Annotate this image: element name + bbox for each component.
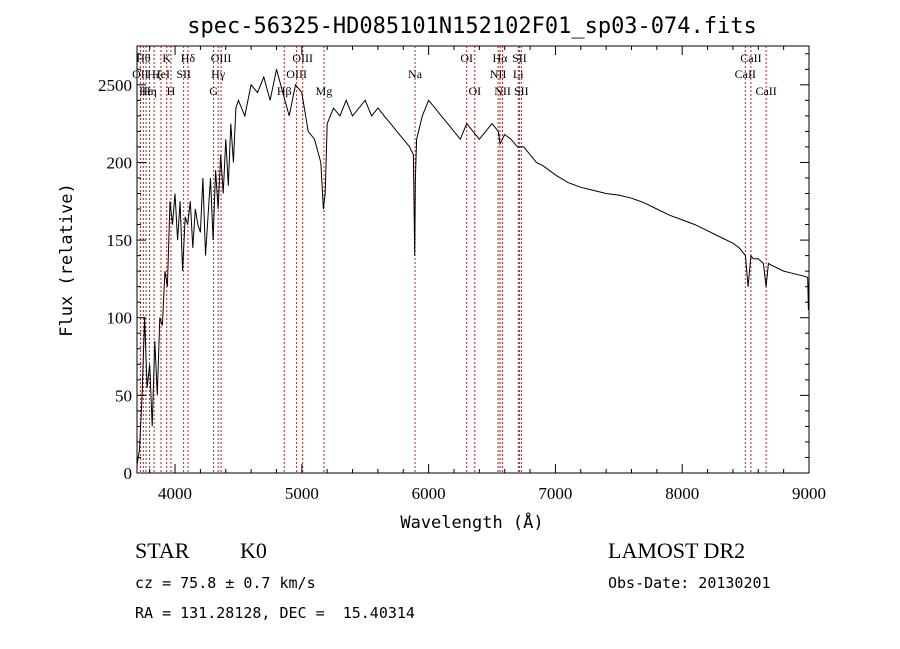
line-marker-label: OI — [468, 84, 481, 98]
line-marker-label: H — [167, 84, 176, 98]
obs-date: Obs-Date: 20130201 — [608, 574, 771, 592]
y-tick-label: 0 — [124, 464, 133, 483]
x-tick-label: 9000 — [792, 484, 826, 503]
x-tick-label: 5000 — [285, 484, 319, 503]
line-marker-label: NII — [490, 67, 507, 81]
line-marker-label: Hζ — [147, 67, 161, 81]
x-tick-label: 4000 — [158, 484, 192, 503]
object-subclass: K0 — [240, 538, 267, 563]
line-marker-label: Hα — [493, 51, 509, 65]
line-marker-label: SII — [514, 84, 529, 98]
y-tick-label: 50 — [115, 386, 132, 405]
line-marker-label: Hγ — [211, 67, 226, 81]
line-marker-label: Na — [408, 67, 423, 81]
line-marker-label: SII — [176, 67, 191, 81]
line-marker-label: OII — [132, 67, 149, 81]
line-marker-label: K — [162, 51, 171, 65]
x-tick-label: 6000 — [412, 484, 446, 503]
spectral-line-labels: HθOIIHεHηHζHeIKHSIIHδGHγOIIIHβOIIIOIIIMg… — [132, 51, 777, 98]
line-marker-label: Mg — [316, 84, 333, 98]
object-class: STAR — [135, 538, 190, 563]
line-marker-label: Hε — [139, 84, 153, 98]
coordinates: RA = 131.28128, DEC = 15.40314 — [135, 604, 415, 622]
y-tick-label: 200 — [107, 153, 133, 172]
line-marker-label: OI — [460, 51, 473, 65]
line-marker-label: Hβ — [277, 84, 292, 98]
chart-title: spec-56325-HD085101N152102F01_sp03-074.f… — [187, 14, 757, 39]
line-marker-label: SII — [512, 51, 527, 65]
line-marker-label: OIII — [292, 51, 313, 65]
line-marker-label: HeI — [152, 67, 170, 81]
x-tick-label: 8000 — [665, 484, 699, 503]
x-axis-ticks: 4000 5000 6000 7000 8000 9000 — [149, 46, 826, 503]
line-marker-label: CaII — [740, 51, 761, 65]
line-marker-label: Hδ — [181, 51, 196, 65]
spectrum-line — [136, 69, 810, 466]
line-marker-label: OIII — [211, 51, 232, 65]
line-marker-label: Hθ — [136, 51, 151, 65]
line-marker-label: CaII — [735, 67, 756, 81]
line-marker-label: G — [209, 84, 218, 98]
line-marker-label: CaII — [755, 84, 776, 98]
x-tick-label: 7000 — [538, 484, 572, 503]
y-axis-ticks: 0 50 100 150 200 2500 — [98, 53, 809, 483]
y-tick-label: 100 — [107, 309, 133, 328]
survey-name: LAMOST DR2 — [608, 538, 746, 563]
line-marker-label: NII — [494, 84, 511, 98]
spectral-line-markers — [139, 46, 767, 473]
y-axis-label: Flux (relative) — [57, 183, 77, 337]
y-tick-label: 2500 — [98, 76, 132, 95]
line-marker-label: Li — [513, 67, 524, 81]
line-marker-label: OIII — [286, 67, 307, 81]
redshift-info: cz = 75.8 ± 0.7 km/s — [135, 574, 316, 592]
x-axis-label: Wavelength (Å) — [400, 511, 543, 533]
y-tick-label: 150 — [107, 231, 133, 250]
plot-frame — [136, 45, 810, 474]
line-marker-label: Hη — [142, 84, 157, 98]
